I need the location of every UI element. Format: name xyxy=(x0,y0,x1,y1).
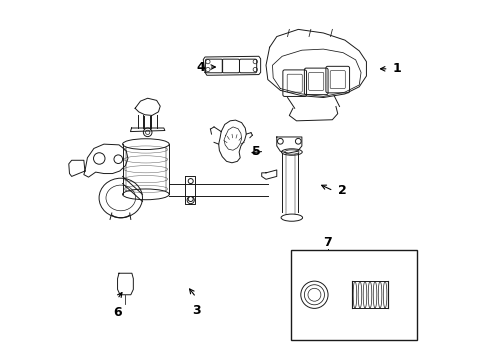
Text: 2: 2 xyxy=(337,184,346,197)
Text: 5: 5 xyxy=(251,145,260,158)
Text: 4: 4 xyxy=(196,60,204,73)
Bar xyxy=(290,250,416,339)
Text: 7: 7 xyxy=(323,236,331,249)
Text: 3: 3 xyxy=(191,304,200,317)
Text: 1: 1 xyxy=(391,62,400,75)
Text: 6: 6 xyxy=(113,306,121,319)
